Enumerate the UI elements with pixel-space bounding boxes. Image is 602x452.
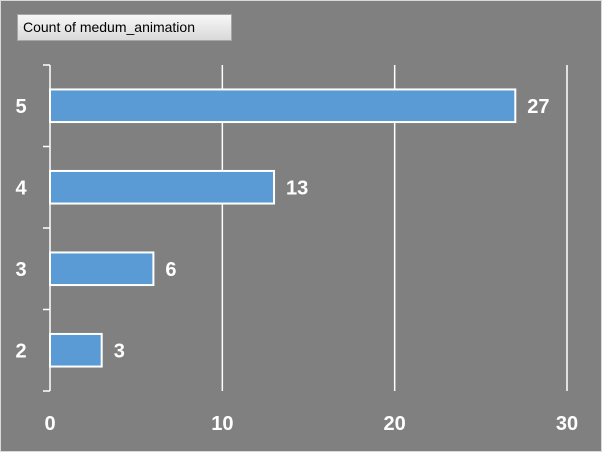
data-labels: 3 6 13 27 — [114, 96, 550, 363]
bar — [49, 251, 155, 287]
y-axis: 2 3 4 5 — [15, 64, 51, 392]
x-tick-label: 0 — [44, 413, 55, 435]
x-tick-label: 20 — [384, 413, 406, 435]
x-axis: 0 10 20 30 — [44, 413, 578, 435]
bar — [49, 88, 517, 124]
bar — [49, 169, 276, 205]
bar — [49, 332, 103, 368]
y-tick-label: 5 — [15, 96, 26, 118]
y-tick-label: 4 — [15, 177, 27, 199]
data-label: 27 — [527, 96, 549, 118]
y-tick-label: 2 — [15, 340, 26, 362]
bars — [49, 88, 517, 368]
x-tick-label: 30 — [556, 413, 578, 435]
data-label: 3 — [114, 340, 125, 362]
data-label: 6 — [165, 259, 176, 281]
x-tick-label: 10 — [211, 413, 233, 435]
pivot-field-button[interactable]: Count of medum_animation — [17, 14, 232, 41]
y-tick-label: 3 — [15, 259, 26, 281]
data-label: 13 — [286, 177, 308, 199]
